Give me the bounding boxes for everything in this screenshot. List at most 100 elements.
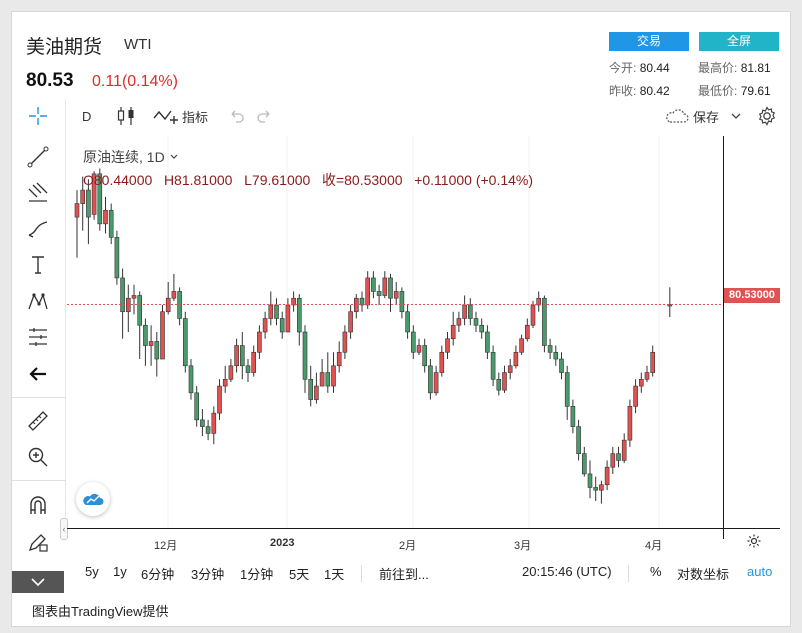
candle-body <box>297 297 302 333</box>
hide-toolbar-button[interactable] <box>20 361 56 387</box>
candle-body <box>143 324 148 346</box>
candle-body <box>205 426 211 434</box>
auto-scale-toggle[interactable]: auto <box>747 564 773 579</box>
candle-body <box>433 372 439 394</box>
candle-body <box>553 351 559 360</box>
zoom-tool[interactable] <box>20 444 56 470</box>
attribution: 图表由TradingView提供 <box>32 604 169 619</box>
range-6min[interactable]: 6分钟 <box>141 567 175 582</box>
fib-tool[interactable] <box>20 180 56 206</box>
forecast-icon <box>29 328 47 346</box>
candle-body <box>667 304 673 307</box>
candle-body <box>325 372 331 387</box>
goto-date-button[interactable]: 前往到... <box>379 567 429 582</box>
x-tick: 3月 <box>514 540 532 552</box>
candle-body <box>530 304 536 326</box>
cloud-icon <box>666 109 689 123</box>
drawing-toolbar <box>12 99 66 539</box>
candle-body <box>331 365 336 387</box>
gear-icon <box>758 106 776 126</box>
candle-body <box>314 385 319 400</box>
axis-settings-button[interactable] <box>746 533 762 554</box>
interval-button[interactable]: D <box>82 105 91 127</box>
ohlc-readout: O80.44000 H81.81000 L79.61000 收=80.53000… <box>83 172 534 188</box>
fullscreen-button[interactable]: 全屏 <box>699 32 779 51</box>
symbol-label: WTI <box>124 36 152 53</box>
candle-body <box>399 291 405 313</box>
candle-body <box>462 304 467 319</box>
chevron-down-icon <box>170 154 178 159</box>
range-1y[interactable]: 1y <box>113 564 127 579</box>
range-1min[interactable]: 1分钟 <box>240 567 274 582</box>
x-tick: 4月 <box>645 540 663 552</box>
candle-body <box>479 324 485 333</box>
lock-drawings-tool[interactable] <box>20 529 56 555</box>
candle-body <box>154 341 160 360</box>
tradingview-logo[interactable] <box>76 482 110 516</box>
candle-body <box>80 189 85 204</box>
x-tick: 12月 <box>154 540 178 552</box>
fibonacci-icon <box>28 182 48 202</box>
candle-body <box>507 365 513 373</box>
candle-body <box>200 419 205 427</box>
brush-tool[interactable] <box>20 216 56 242</box>
indicators-button[interactable]: 指标 <box>152 105 208 127</box>
cloud-chart-icon <box>83 493 104 505</box>
panel-toggle-handle[interactable]: ‹ <box>60 518 68 540</box>
candlestick-icon <box>117 107 134 125</box>
prediction-tool[interactable] <box>20 324 56 350</box>
candle-body <box>103 210 108 225</box>
crosshair-tool[interactable] <box>26 105 50 127</box>
candle-body <box>228 365 234 380</box>
candle-body <box>633 385 638 407</box>
pencil-lock-icon <box>28 534 48 552</box>
candle-body <box>473 318 479 326</box>
series-legend[interactable]: 原油连续, 1D <box>83 147 179 167</box>
candle-body <box>285 304 291 333</box>
candle-body <box>564 372 570 407</box>
candle-body <box>593 487 599 491</box>
price-chart[interactable] <box>67 136 792 568</box>
chevron-down-icon <box>31 578 45 587</box>
price-axis-border <box>723 136 724 539</box>
candle-body <box>450 324 456 340</box>
candle-body <box>359 297 365 306</box>
range-3min[interactable]: 3分钟 <box>191 567 225 582</box>
trade-button[interactable]: 交易 <box>609 32 689 51</box>
candle-body <box>542 297 547 346</box>
settings-button[interactable] <box>756 105 778 127</box>
text-tool[interactable] <box>20 252 56 278</box>
candle-body <box>610 453 616 468</box>
candle-body <box>268 304 274 319</box>
range-5y[interactable]: 5y <box>85 564 99 579</box>
candle-body <box>581 453 587 475</box>
candle-body <box>382 277 388 296</box>
candle-body <box>621 439 627 461</box>
candle-body <box>467 304 473 319</box>
candle-body <box>302 331 308 380</box>
divider <box>628 565 629 582</box>
candle-body <box>524 324 530 340</box>
candle-body <box>114 237 120 279</box>
magnet-tool[interactable] <box>20 493 56 519</box>
percent-scale-toggle[interactable]: % <box>650 564 662 579</box>
redo-button[interactable] <box>255 105 273 127</box>
log-scale-toggle[interactable]: 对数坐标 <box>677 567 730 582</box>
candle-body <box>371 277 376 292</box>
candle-body <box>502 372 507 391</box>
candle-body <box>279 318 285 333</box>
pattern-tool[interactable] <box>20 288 56 314</box>
interval-label: D <box>82 108 92 124</box>
ruler-tool[interactable] <box>20 408 56 434</box>
collapse-panel-button[interactable] <box>12 571 64 593</box>
trendline-tool[interactable] <box>20 144 56 170</box>
range-1d[interactable]: 1天 <box>324 567 345 582</box>
stat-low: 最低价: 79.61 <box>698 84 771 98</box>
candle-body <box>570 406 576 427</box>
candle-type-button[interactable] <box>116 105 136 127</box>
candle-body <box>616 453 621 461</box>
undo-button[interactable] <box>228 105 246 127</box>
candle-body <box>131 295 137 299</box>
save-button[interactable]: 保存 <box>664 105 743 127</box>
range-5d[interactable]: 5天 <box>289 567 310 582</box>
